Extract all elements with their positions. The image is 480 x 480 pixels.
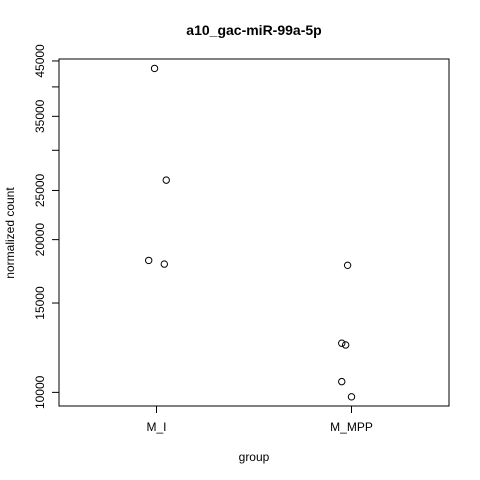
data-point <box>160 260 169 268</box>
data-point <box>150 64 159 73</box>
x-axis-label: group <box>239 450 270 464</box>
chart-title: a10_gac-miR-99a-5p <box>186 22 321 38</box>
y-axis: 10000 15000 20000 25000 35000 45000 <box>33 44 60 409</box>
plot-box <box>58 58 450 407</box>
data-point <box>162 176 170 184</box>
data-point <box>338 377 346 386</box>
x-tick-label: M_MPP <box>330 420 373 434</box>
data-point <box>338 339 346 347</box>
y-tick-label: 45000 <box>33 44 47 78</box>
data-point <box>343 261 352 270</box>
y-tick-label: 25000 <box>33 173 47 207</box>
data-points <box>145 64 356 401</box>
y-tick-label: 20000 <box>33 223 47 257</box>
y-tick-label: 15000 <box>33 286 47 320</box>
x-axis: M_I M_MPP <box>146 406 373 434</box>
x-tick-label: M_I <box>146 420 166 434</box>
y-tick-label: 35000 <box>33 99 47 133</box>
data-point <box>341 341 350 349</box>
y-tick-label: 10000 <box>33 375 47 409</box>
data-point <box>347 393 356 401</box>
y-axis-label: normalized count <box>3 187 17 279</box>
data-point <box>145 256 153 265</box>
